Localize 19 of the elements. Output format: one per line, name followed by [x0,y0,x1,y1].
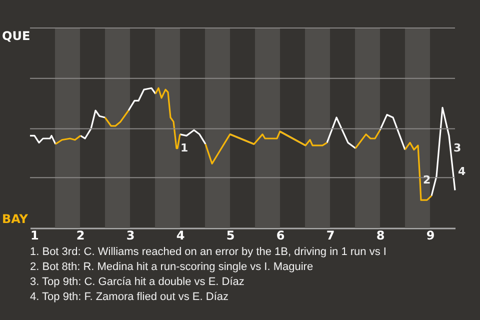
text: BAY [2,212,28,226]
annotation: 2 [423,173,431,186]
x-tick-label: 1 [30,228,39,242]
x-tick-label: 4 [176,228,185,242]
x-tick-label: 7 [326,228,335,242]
x-tick-label: 5 [226,228,235,242]
annotation: 4 [458,165,466,178]
text: 4. Top 9th: F. Zamora flied out vs E. Díaz [30,290,230,305]
text: QUE [2,29,30,43]
x-tick-label: 9 [426,228,435,242]
annotation: 3 [454,141,462,154]
text: 1. Bot 3rd: C. Williams reached on an error by the 1B, driving in 1 run vs I [30,245,388,260]
x-tick-label: 6 [276,228,285,242]
text: 2. Bot 8th: R. Medina hit a run-scoring single vs I. Maguire [30,260,314,275]
annotation: 1 [180,141,188,154]
text: 3. Top 9th: C. García hit a double vs E. Díaz [30,275,246,290]
x-tick-label: 8 [376,228,385,242]
x-tick-label: 3 [126,228,135,242]
x-tick-label: 2 [76,228,85,242]
